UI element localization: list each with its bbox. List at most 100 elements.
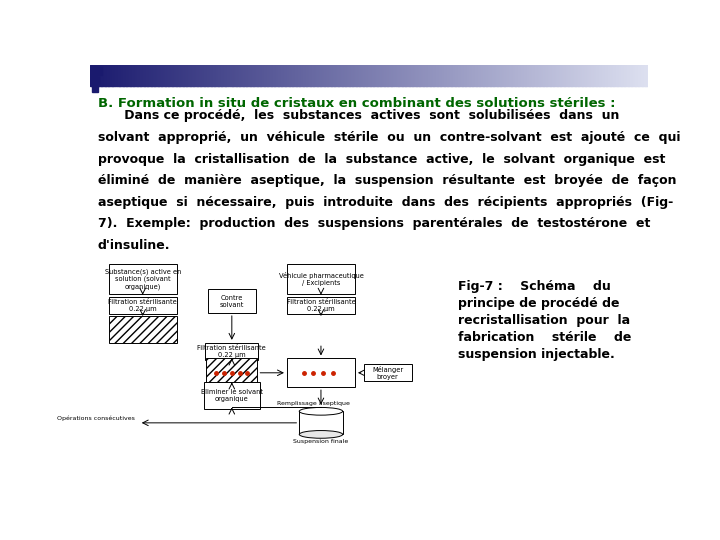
Bar bbox=[464, 65, 466, 86]
Bar bbox=[189, 65, 191, 86]
Bar bbox=[485, 65, 487, 86]
Bar bbox=[437, 65, 439, 86]
Bar bbox=[207, 65, 209, 86]
Bar bbox=[493, 65, 495, 86]
Bar bbox=[642, 65, 644, 86]
Text: Mélanger
broyer: Mélanger broyer bbox=[372, 366, 403, 380]
Bar bbox=[125, 65, 127, 86]
Bar bbox=[188, 65, 189, 86]
Bar bbox=[482, 65, 484, 86]
Bar bbox=[411, 65, 413, 86]
Bar bbox=[581, 65, 582, 86]
Bar bbox=[626, 65, 627, 86]
Bar bbox=[158, 65, 160, 86]
Bar bbox=[547, 65, 549, 86]
Bar bbox=[209, 65, 210, 86]
Bar bbox=[369, 65, 371, 86]
Bar bbox=[236, 65, 238, 86]
Bar bbox=[631, 65, 633, 86]
Bar bbox=[598, 65, 600, 86]
Bar bbox=[630, 65, 631, 86]
Bar bbox=[600, 65, 603, 86]
Bar bbox=[227, 65, 228, 86]
Bar bbox=[340, 65, 341, 86]
Bar bbox=[192, 65, 194, 86]
Ellipse shape bbox=[300, 408, 343, 415]
Bar bbox=[179, 65, 181, 86]
Bar bbox=[563, 65, 564, 86]
Bar bbox=[221, 65, 223, 86]
Bar bbox=[287, 264, 355, 294]
Bar bbox=[575, 65, 577, 86]
Bar bbox=[139, 65, 140, 86]
Bar bbox=[112, 65, 114, 86]
Bar bbox=[122, 65, 124, 86]
Bar bbox=[639, 65, 642, 86]
Bar bbox=[474, 65, 475, 86]
Bar bbox=[621, 65, 624, 86]
Bar bbox=[140, 65, 142, 86]
Bar bbox=[252, 65, 253, 86]
Bar bbox=[373, 65, 375, 86]
Bar bbox=[508, 65, 510, 86]
Bar bbox=[261, 65, 264, 86]
Bar bbox=[258, 65, 259, 86]
Bar bbox=[92, 86, 98, 92]
Bar bbox=[390, 65, 392, 86]
Bar bbox=[545, 65, 546, 86]
Bar bbox=[475, 65, 477, 86]
Bar bbox=[256, 65, 258, 86]
Bar bbox=[379, 65, 381, 86]
Bar bbox=[109, 296, 177, 314]
Bar bbox=[172, 65, 174, 86]
Bar bbox=[489, 65, 491, 86]
Bar bbox=[446, 65, 448, 86]
Bar bbox=[387, 65, 389, 86]
Bar bbox=[194, 65, 197, 86]
Bar bbox=[492, 65, 493, 86]
Bar bbox=[133, 65, 135, 86]
Bar bbox=[190, 65, 192, 86]
Bar bbox=[440, 65, 442, 86]
Bar bbox=[277, 65, 279, 86]
Bar bbox=[213, 65, 215, 86]
Bar bbox=[516, 65, 517, 86]
Bar bbox=[429, 65, 431, 86]
Bar bbox=[347, 65, 348, 86]
Bar bbox=[334, 65, 336, 86]
Bar bbox=[386, 65, 387, 86]
Bar bbox=[571, 65, 573, 86]
Bar bbox=[542, 65, 544, 86]
Bar bbox=[407, 65, 408, 86]
Bar bbox=[605, 65, 606, 86]
Bar bbox=[499, 65, 500, 86]
Bar bbox=[541, 65, 542, 86]
Bar bbox=[337, 65, 338, 86]
Bar bbox=[294, 65, 295, 86]
Bar bbox=[100, 65, 102, 86]
Bar bbox=[521, 65, 523, 86]
Bar bbox=[539, 65, 541, 86]
Bar bbox=[313, 65, 315, 86]
Bar bbox=[428, 65, 429, 86]
Bar bbox=[355, 65, 357, 86]
Bar bbox=[276, 65, 277, 86]
Bar bbox=[629, 65, 630, 86]
Bar bbox=[109, 316, 177, 343]
Bar bbox=[212, 65, 213, 86]
Bar bbox=[503, 65, 505, 86]
Bar bbox=[383, 65, 384, 86]
Bar bbox=[153, 65, 155, 86]
Bar bbox=[220, 65, 222, 86]
Bar bbox=[318, 65, 319, 86]
Bar bbox=[203, 65, 204, 86]
Bar bbox=[364, 65, 365, 86]
Bar bbox=[481, 65, 482, 86]
Bar bbox=[136, 65, 138, 86]
Bar bbox=[438, 65, 441, 86]
Bar bbox=[160, 65, 161, 86]
Bar bbox=[92, 77, 99, 84]
Bar bbox=[90, 65, 91, 86]
Bar bbox=[634, 65, 636, 86]
Bar bbox=[535, 65, 537, 86]
